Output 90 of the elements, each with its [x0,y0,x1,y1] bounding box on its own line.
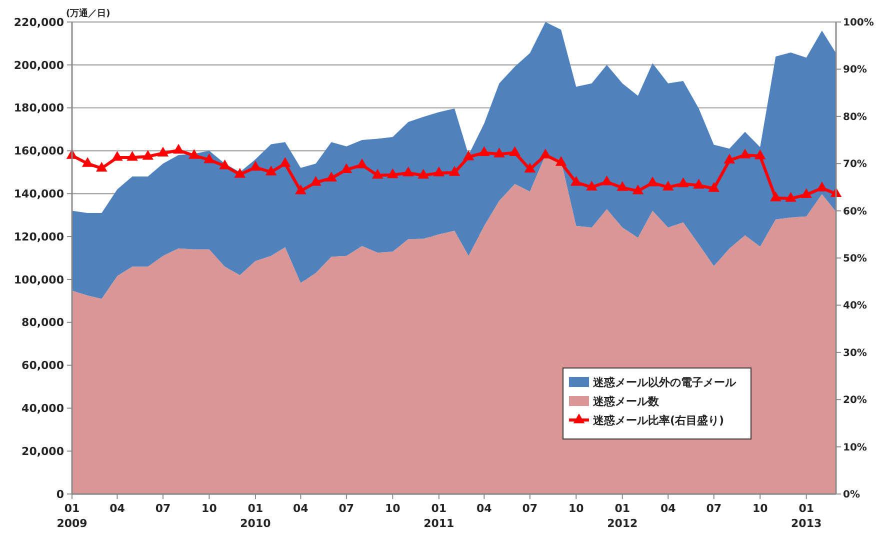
y2-tick-label: 80% [843,112,867,123]
point [708,182,720,192]
y-tick-label: 40,000 [22,402,64,416]
point [112,150,123,161]
x-tick-label: 10 [202,502,218,515]
point [433,166,445,176]
x-tick-label: 01 2011 [424,502,454,530]
y-tick-label: 140,000 [14,187,64,200]
x-tick-label: 07 [338,502,354,515]
point [96,162,108,172]
point [509,146,520,156]
point [356,158,368,168]
point [570,176,582,186]
point [800,188,812,198]
point [601,176,612,186]
x-tick-label: 10 [752,502,768,515]
point [462,150,474,160]
x-tick-label: 04 [476,502,492,515]
x-tick-label: 10 [568,502,584,515]
legend-label: 迷惑メール以外の電子メール [592,376,737,389]
point [372,168,384,179]
y2-tick-label: 10% [843,442,867,454]
y2-tick-label: 70% [843,159,867,170]
x-tick-label: 01 2013 [791,502,822,530]
y2-tick-label: 100% [843,18,874,28]
point [754,150,766,160]
point [524,162,536,173]
point [724,154,736,164]
point [387,168,398,178]
x-tick-label: 07 [522,502,538,515]
point [188,149,200,159]
x-tick-label: 04 [660,502,676,515]
y-tick-label: 80,000 [22,316,64,330]
point [448,166,460,176]
x-tick-label: 07 [155,502,171,515]
point [172,144,184,154]
x-tick-label: 07 [706,502,722,515]
point [279,157,291,167]
point [555,156,567,166]
point [326,172,337,182]
x-tick-label: 01 2010 [240,502,272,530]
y2-tick-label: 40% [843,300,867,312]
point [142,150,154,160]
point [402,166,414,176]
point [310,176,322,186]
x-tick-label: 01 2009 [56,502,88,530]
y2-tick-label: 50% [843,254,867,264]
point [157,146,169,156]
y-tick-label: 120,000 [14,230,64,244]
x-tick-label: 04 [110,502,126,515]
y-tick-label: 20,000 [22,444,64,458]
point [678,177,689,188]
legend-label: 迷惑メール数 [592,394,660,408]
point [646,176,658,186]
y-tick-label: 100,000 [14,273,64,286]
y2-tick-label: 90% [843,64,867,76]
point [478,146,490,156]
point [234,168,246,178]
y2-tick-label: 0% [843,490,860,500]
point [418,168,429,179]
point [785,192,796,202]
point [204,153,215,164]
point [219,159,230,170]
point [295,184,306,194]
y2-tick-label: 30% [843,348,867,359]
point [662,180,674,190]
legend-label: 迷惑メール比率(右目盛り) [592,414,724,427]
x-tick-label: 10 [385,502,401,515]
point [82,157,94,167]
y2-tick-label: 60% [843,206,867,218]
y-tick-label: 200,000 [14,58,64,72]
x-tick-label: 01 2012 [607,502,638,530]
point [739,148,751,158]
y-tick-label: 60,000 [22,359,64,372]
point [265,166,277,176]
y-tick-label: 180,000 [14,102,64,115]
x-tick-label: 04 [293,502,309,515]
point [632,184,644,194]
y-tick-label: 0 [56,488,64,501]
point [586,180,598,190]
point [494,148,505,158]
y-tick-label: 160,000 [14,144,64,158]
y-axis-title: (万通／日) [66,8,110,19]
point [770,192,782,202]
point [693,178,704,189]
point [340,163,352,173]
point [126,150,138,161]
y2-tick-label: 20% [843,395,867,406]
y-tick-label: 220,000 [14,16,64,29]
point [616,181,628,191]
